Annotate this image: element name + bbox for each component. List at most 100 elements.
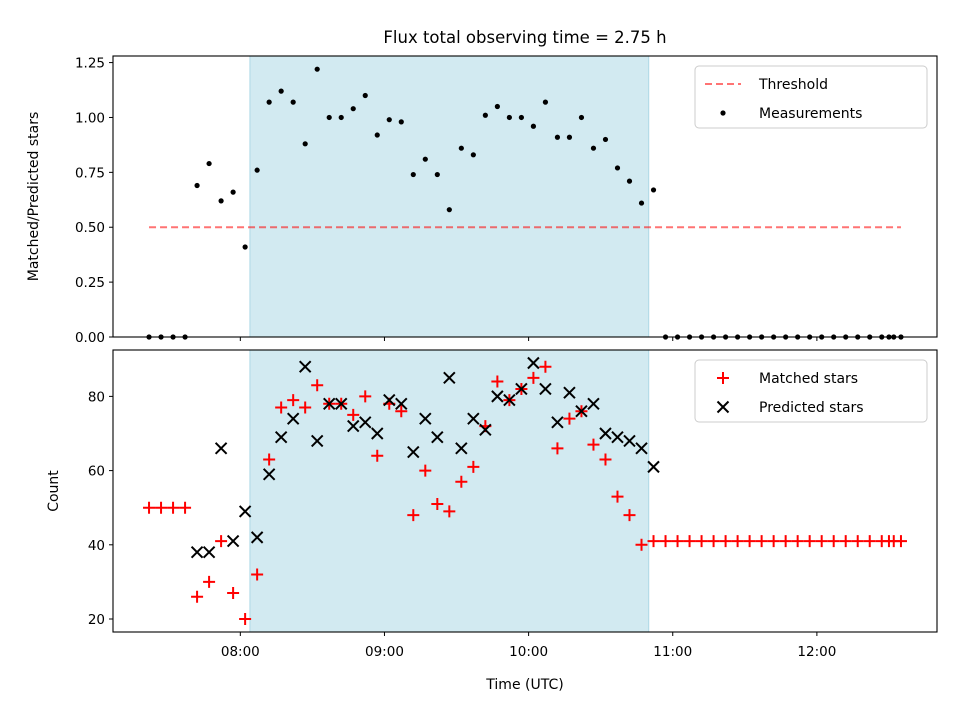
predicted-star-point xyxy=(298,360,312,373)
ratio-panel: 0.00 0.25 0.50 0.75 1.00 1.25 Matched/Predicte… xyxy=(26,55,938,346)
predicted-star-point xyxy=(551,416,564,429)
matched-star-point xyxy=(167,501,180,514)
predicted-star-point xyxy=(515,382,528,396)
measurement-point xyxy=(602,136,609,143)
matched-star-point xyxy=(227,587,240,600)
predicted-star-point xyxy=(359,416,372,429)
x-tick-label: 08:00 xyxy=(221,644,260,660)
matched-star-point xyxy=(647,535,660,548)
matched-star-point xyxy=(827,535,840,548)
legend-label: Measurements xyxy=(759,106,862,122)
matched-star-point xyxy=(491,375,504,388)
measurement-point xyxy=(638,200,645,206)
measurement-point xyxy=(590,145,597,151)
measurement-point xyxy=(254,167,260,173)
legend-measurement-swatch xyxy=(720,110,726,116)
measurement-point xyxy=(446,207,452,213)
series-predicted-stars xyxy=(190,356,660,559)
matched-star-point xyxy=(587,438,600,451)
predicted-star-point xyxy=(238,505,252,518)
matched-star-point xyxy=(803,535,816,548)
predicted-star-point xyxy=(226,534,240,548)
axes-frame xyxy=(112,349,938,633)
measurement-point xyxy=(410,171,416,178)
predicted-star-point xyxy=(407,445,420,459)
measurement-point xyxy=(554,134,561,140)
matched-star-point xyxy=(611,490,624,503)
matched-star-point xyxy=(635,538,648,551)
matched-star-point xyxy=(455,475,468,488)
measurement-point xyxy=(350,106,356,112)
y-tick-label: 60 xyxy=(88,464,105,480)
measurement-point xyxy=(542,99,549,105)
legend-box xyxy=(694,65,928,129)
predicted-star-point xyxy=(190,546,204,559)
matched-star-point xyxy=(431,497,444,510)
y-tick-label: 1.00 xyxy=(75,110,105,126)
predicted-star-point xyxy=(467,412,480,425)
predicted-star-point xyxy=(214,442,228,455)
matched-star-point xyxy=(731,535,744,548)
matched-star-point xyxy=(851,535,864,548)
x-tick-label: 12:00 xyxy=(797,644,836,660)
measurement-point xyxy=(470,152,476,158)
matched-star-point xyxy=(419,464,432,477)
measurement-point xyxy=(482,112,488,118)
y-axis-label: Count xyxy=(46,470,62,512)
predicted-star-point xyxy=(310,434,324,448)
legend-matched-swatch xyxy=(717,372,729,384)
measurement-point xyxy=(650,187,657,193)
measurement-point xyxy=(518,114,524,121)
predicted-star-point xyxy=(262,468,276,481)
matched-star-point xyxy=(863,535,876,548)
legend-box xyxy=(694,359,928,423)
matched-star-point xyxy=(791,535,804,548)
predicted-star-point xyxy=(286,412,300,425)
matched-star-point xyxy=(203,575,216,588)
measurement-point xyxy=(530,123,537,129)
matched-star-point xyxy=(287,394,300,407)
predicted-star-point xyxy=(274,430,288,444)
predicted-star-point xyxy=(347,419,360,433)
measurement-point xyxy=(494,103,500,110)
predicted-star-point xyxy=(647,460,660,474)
matched-star-point xyxy=(155,501,168,514)
matched-star-point xyxy=(179,501,192,514)
y-tick-label: 0.75 xyxy=(75,165,105,181)
predicted-star-point xyxy=(623,434,636,448)
matched-star-point xyxy=(347,408,360,421)
predicted-star-point xyxy=(335,397,348,411)
measurement-point xyxy=(398,119,404,125)
observing-window-span xyxy=(249,349,650,633)
y-tick-label: 20 xyxy=(88,612,105,628)
matched-star-point xyxy=(743,535,756,548)
predicted-star-point xyxy=(455,442,468,455)
matched-star-point xyxy=(695,535,708,548)
measurement-point xyxy=(194,182,200,189)
matched-star-point xyxy=(683,535,696,548)
matched-star-point xyxy=(311,379,324,392)
matched-star-point xyxy=(299,401,312,414)
matched-star-point xyxy=(191,590,204,603)
y-tick-label: 40 xyxy=(88,538,105,554)
measurement-point xyxy=(314,66,320,72)
legend-predicted-swatch xyxy=(716,400,730,414)
measurement-point xyxy=(290,99,296,105)
predicted-star-point xyxy=(443,371,456,385)
predicted-star-point xyxy=(419,412,432,425)
measurement-point xyxy=(302,141,308,147)
predicted-star-point xyxy=(491,390,504,403)
figure-title: Flux total observing time = 2.75 h xyxy=(383,28,666,47)
x-tick-label: 11:00 xyxy=(653,644,692,660)
measurement-point xyxy=(578,114,585,121)
predicted-star-point xyxy=(527,356,540,370)
matched-star-point xyxy=(779,535,792,548)
measurement-point xyxy=(434,171,440,178)
predicted-star-point xyxy=(383,393,396,407)
measurement-point xyxy=(374,132,380,138)
matched-star-point xyxy=(527,371,540,384)
matched-star-point xyxy=(467,460,480,473)
panels: 0.00 0.25 0.50 0.75 1.00 1.25 Matched/Predicte… xyxy=(26,55,938,693)
measurement-point xyxy=(362,92,368,99)
legend: Matched stars Predicted stars xyxy=(694,359,928,423)
